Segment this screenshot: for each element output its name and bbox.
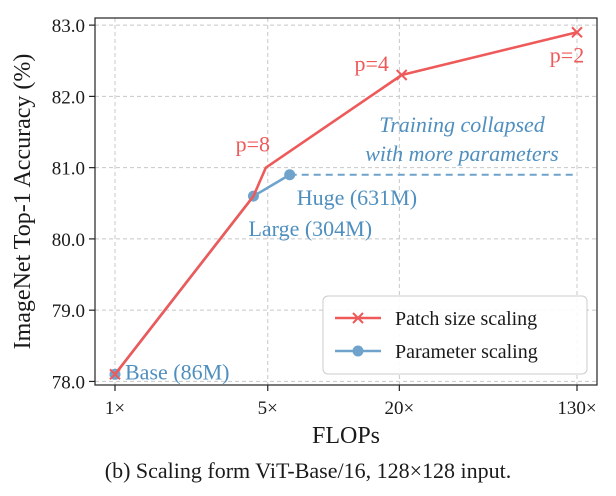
- series-line: [113, 30, 578, 376]
- grid: [95, 18, 597, 385]
- figure-caption: (b) Scaling form ViT-Base/16, 128×128 in…: [104, 458, 512, 483]
- legend-entry: Parameter scaling: [335, 341, 538, 363]
- point-marker: [284, 169, 296, 181]
- legend: Patch size scaling Parameter scaling: [322, 295, 588, 375]
- series-line: [113, 173, 291, 376]
- x-tick-label: 130×: [557, 398, 596, 419]
- point-annotation: p=2: [550, 42, 584, 67]
- series-patch-size-scaling: [109, 26, 583, 381]
- y-tick-label: 80.0: [52, 230, 85, 251]
- x-tick-label: 5×: [258, 398, 278, 419]
- legend-marker: [352, 345, 364, 357]
- x-ticks: 1× 5× 20× 130×: [105, 385, 597, 419]
- x-marker-stroke: [352, 312, 364, 324]
- y-ticks: 78.0 79.0 80.0 81.0 82.0 83.0: [52, 16, 95, 393]
- plot-frame: [94, 17, 598, 386]
- x-marker-stroke: [395, 69, 408, 81]
- y-tick-label: 83.0: [52, 16, 85, 37]
- y-tick-label: 81.0: [52, 159, 85, 180]
- point-annotation: p=8: [236, 132, 270, 157]
- legend-label: Parameter scaling: [395, 341, 538, 363]
- series: [109, 26, 583, 381]
- note-line: Training collapsed: [379, 112, 546, 137]
- legend-label: Patch size scaling: [395, 308, 537, 330]
- x-tick-label: 1×: [105, 398, 125, 419]
- scaling-chart: 78.0 79.0 80.0 81.0 82.0 83.0 1× 5× 20× 130× p=8…: [10, 16, 598, 449]
- point-annotation: Huge (631M): [297, 185, 417, 210]
- y-tick-label: 79.0: [52, 301, 85, 322]
- x-marker-stroke: [571, 26, 583, 38]
- legend-box: [322, 295, 588, 375]
- x-marker-stroke: [109, 368, 121, 381]
- y-axis-label: ImageNet Top-1 Accuracy (%): [10, 54, 36, 350]
- note-line: with more parameters: [365, 141, 559, 166]
- point-annotation: Large (304M): [248, 216, 372, 241]
- x-axis-label: FLOPs: [312, 423, 380, 449]
- point-annotation: Base (86M): [125, 359, 229, 384]
- point-annotation: p=4: [354, 51, 388, 76]
- legend-entry: Patch size scaling: [335, 308, 537, 330]
- y-tick-label: 82.0: [52, 87, 85, 108]
- y-tick-label: 78.0: [52, 372, 85, 393]
- annotations: p=8 p=4 p=2 Base (86M) Large (304M) Huge (631…: [125, 42, 584, 384]
- collapse-note: Training collapsed with more parameters: [365, 112, 559, 166]
- x-tick-label: 20×: [384, 398, 414, 419]
